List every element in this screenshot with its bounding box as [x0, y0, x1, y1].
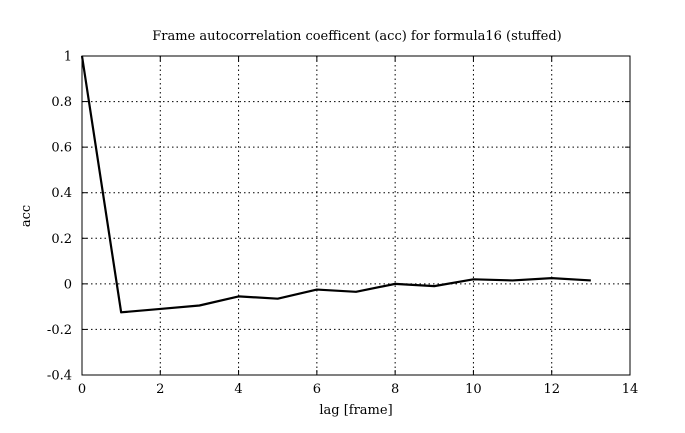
x-axis-label: lag [frame]	[319, 403, 392, 418]
chart-title: Frame autocorrelation coefficent (acc) f…	[152, 29, 561, 44]
acc-series-line	[80, 55, 591, 314]
x-tick-label: 8	[391, 382, 399, 397]
x-tick-labels: 0 2 4 6 8 10 12 14	[78, 382, 638, 397]
x-tick-label: 6	[313, 382, 321, 397]
y-tick-label: 0.8	[51, 95, 72, 110]
x-tick-label: 4	[234, 382, 242, 397]
y-tick-label: 0.4	[51, 186, 72, 201]
ticks	[81, 55, 631, 376]
y-tick-label: -0.2	[47, 323, 72, 338]
y-tick-label: 0	[64, 277, 72, 292]
y-tick-label: -0.4	[47, 369, 72, 384]
series-group	[80, 55, 591, 314]
x-tick-label: 2	[156, 382, 164, 397]
y-tick-label: 1	[64, 50, 72, 65]
y-axis-label: acc	[19, 205, 34, 227]
y-tick-labels: -0.4 -0.2 0 0.2 0.4 0.6 0.8 1	[47, 50, 72, 384]
y-tick-label: 0.2	[51, 232, 72, 247]
x-tick-label: 14	[622, 382, 639, 397]
x-tick-label: 10	[465, 382, 482, 397]
x-tick-label: 12	[543, 382, 560, 397]
plot-frame	[81, 55, 631, 376]
grid	[82, 56, 630, 375]
y-tick-label: 0.6	[51, 141, 72, 156]
x-tick-label: 0	[78, 382, 86, 397]
